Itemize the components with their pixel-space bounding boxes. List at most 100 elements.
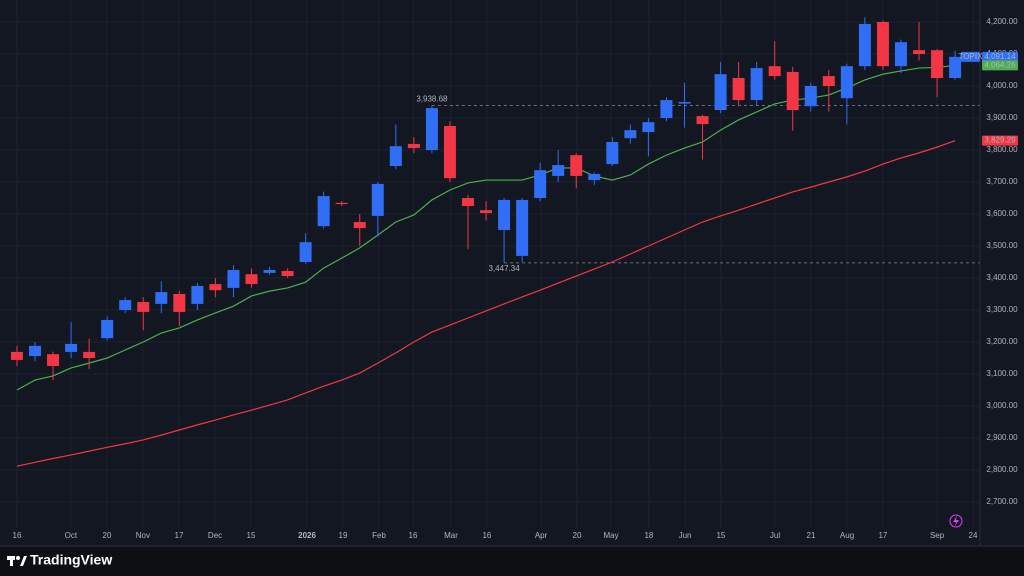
price-tag xyxy=(982,135,1018,146)
candle-body xyxy=(804,86,817,107)
y-tick-label: 3,600.00 xyxy=(986,209,1018,218)
candle-body xyxy=(570,155,583,176)
candle-body xyxy=(642,122,655,133)
logo-part xyxy=(10,556,13,566)
x-tick-label: 19 xyxy=(339,531,348,540)
x-tick-label: 24 xyxy=(969,531,978,540)
annotation-label: 3,447.34 xyxy=(489,264,521,273)
candle-body xyxy=(949,56,962,78)
y-tick-label: 3,200.00 xyxy=(986,337,1018,346)
y-tick-label: 4,000.00 xyxy=(986,81,1018,90)
x-tick-label: May xyxy=(603,531,618,540)
candle-body xyxy=(461,198,474,206)
candle-body xyxy=(840,66,853,99)
replay-icon-bolt[interactable] xyxy=(953,516,959,526)
candle-body xyxy=(714,74,727,110)
y-tick-label: 2,800.00 xyxy=(986,465,1018,474)
candle-body xyxy=(47,354,60,366)
y-tick-label: 2,700.00 xyxy=(986,497,1018,506)
x-tick-label: Dec xyxy=(208,531,222,540)
candle-body xyxy=(263,270,276,273)
brand-name: TradingView xyxy=(30,552,112,568)
plot-area xyxy=(0,0,980,528)
x-tick-label: 15 xyxy=(247,531,256,540)
candle-body xyxy=(137,302,150,312)
candle-body xyxy=(83,351,96,358)
x-tick-label: Oct xyxy=(65,531,78,540)
candle-body xyxy=(606,142,619,165)
x-tick-label: 16 xyxy=(482,531,491,540)
x-tick-label: Feb xyxy=(372,531,386,540)
y-tick-label: 3,900.00 xyxy=(986,113,1018,122)
candle-body xyxy=(299,242,312,262)
y-tick-label: 4,200.00 xyxy=(986,17,1018,26)
brand-logo xyxy=(7,556,27,566)
x-tick-label: Jul xyxy=(770,531,780,540)
y-tick-label: 3,300.00 xyxy=(986,305,1018,314)
x-tick-label: 21 xyxy=(807,531,816,540)
price-tag-label: 3,829.29 xyxy=(984,136,1016,145)
candle-body xyxy=(173,294,186,312)
candle-body xyxy=(407,143,420,149)
x-tick-label: 20 xyxy=(573,531,582,540)
candle-body xyxy=(227,270,240,288)
price-tag-label: 4,064.26 xyxy=(984,61,1016,70)
candle-body xyxy=(443,126,456,179)
x-tick-label: Jun xyxy=(679,531,692,540)
x-tick-label: 15 xyxy=(716,531,725,540)
x-tick-label: 17 xyxy=(175,531,184,540)
candle-body xyxy=(281,270,294,277)
candle-body xyxy=(353,222,366,229)
candle-body xyxy=(696,116,709,125)
candle-body xyxy=(624,130,637,139)
price-tag xyxy=(982,60,1018,71)
candle-body xyxy=(480,210,493,214)
candle-body xyxy=(552,165,565,176)
y-tick-label: 3,500.00 xyxy=(986,241,1018,250)
x-tick-label: 16 xyxy=(409,531,418,540)
price-tag xyxy=(982,51,1018,62)
replay-icon[interactable] xyxy=(949,514,963,528)
candle-body xyxy=(335,202,348,205)
candle-body xyxy=(209,284,222,291)
logo-part xyxy=(20,556,27,566)
x-tick-label: Sep xyxy=(930,531,945,540)
candle-body xyxy=(119,300,132,310)
y-tick-label: 3,100.00 xyxy=(986,369,1018,378)
candle-body xyxy=(732,78,745,101)
candle-body xyxy=(822,76,835,86)
candle-body xyxy=(750,68,763,101)
candle-body xyxy=(371,183,384,216)
candle-body xyxy=(768,66,781,77)
candle-body xyxy=(678,102,691,104)
x-tick-label: 17 xyxy=(878,531,887,540)
candle-body xyxy=(858,23,871,67)
y-tick-label: 3,700.00 xyxy=(986,177,1018,186)
x-tick-label: Mar xyxy=(444,531,458,540)
x-tick-label: 18 xyxy=(644,531,653,540)
candle-body xyxy=(894,42,907,67)
y-tick-label: 3,800.00 xyxy=(986,145,1018,154)
candle-body xyxy=(65,343,78,352)
symbol-tag xyxy=(961,51,980,62)
candle-body xyxy=(191,286,204,304)
candle-body xyxy=(29,345,41,357)
price-tag-label: 4,091.14 xyxy=(984,52,1016,61)
candle-body xyxy=(498,199,511,230)
moving-average-line xyxy=(16,64,956,391)
x-tick-label: Apr xyxy=(535,531,548,540)
candle-body xyxy=(425,108,438,150)
candle-body xyxy=(534,170,547,198)
candle-body xyxy=(931,50,944,78)
y-tick-label: 2,900.00 xyxy=(986,433,1018,442)
candle-body xyxy=(516,199,529,256)
moving-average-line xyxy=(16,140,956,467)
x-tick-label: 16 xyxy=(13,531,22,540)
y-tick-label: 3,000.00 xyxy=(986,401,1018,410)
candle-body xyxy=(876,22,889,67)
candle-body xyxy=(155,292,168,304)
candle-body xyxy=(660,100,673,118)
candle-body xyxy=(101,319,114,339)
